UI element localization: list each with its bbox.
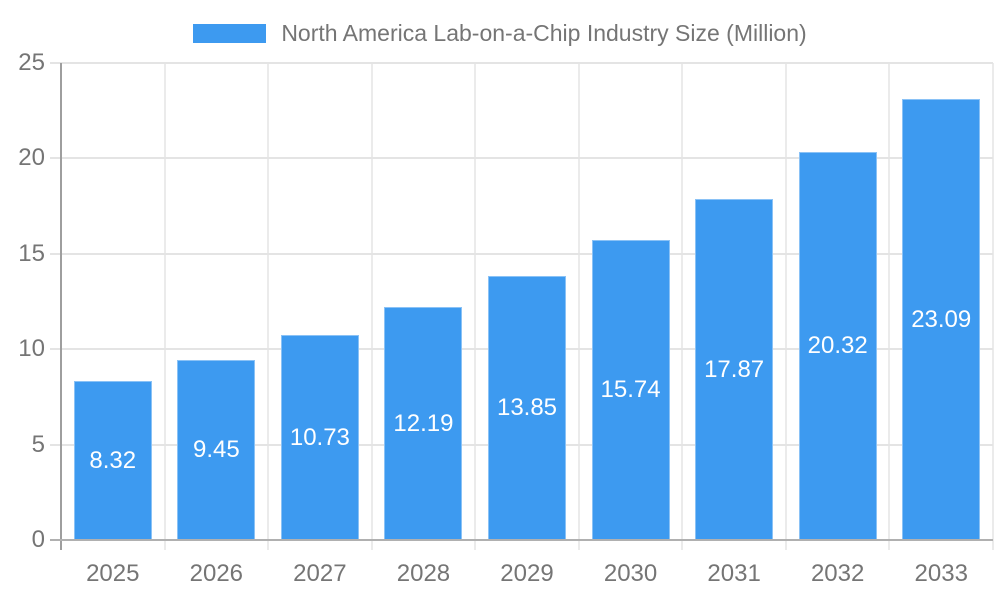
bar-2029[interactable]: 13.85 (488, 275, 566, 540)
bar-value-label: 10.73 (289, 423, 350, 451)
x-axis: 2025 2026 2027 2028 2029 2030 2031 2032 2033 (61, 546, 993, 590)
x-gridline (370, 63, 373, 550)
y-gridline (50, 252, 993, 255)
legend-item[interactable]: North America Lab-on-a-Chip Industry Siz… (193, 19, 807, 47)
x-tick-label: 2033 (914, 560, 968, 587)
y-tick-label: 25 (18, 49, 45, 76)
bar-value-label: 9.45 (192, 435, 240, 463)
y-tick-label: 20 (18, 144, 45, 172)
x-gridline (267, 63, 270, 550)
x-gridline (163, 63, 166, 550)
y-axis: 0 5 10 15 20 25 (0, 50, 45, 553)
x-tick-label: 2030 (603, 560, 658, 587)
bar-value-label: 20.32 (807, 332, 868, 360)
y-gridline (50, 157, 993, 160)
x-gridline (474, 63, 477, 550)
x-gridline (992, 63, 994, 550)
y-tick-label: 0 (31, 526, 45, 553)
x-gridline (888, 63, 891, 550)
plot-area: 8.32 9.45 10.73 12.19 13.85 15.74 17.87 20.32 23… (50, 62, 994, 550)
x-tick-label: 2031 (707, 560, 761, 587)
y-tick-label: 5 (31, 430, 45, 458)
bar-2030[interactable]: 15.74 (591, 239, 670, 540)
x-tick-label: 2032 (810, 560, 865, 587)
x-tick-label: 2027 (293, 560, 347, 587)
bar-value-label: 17.87 (704, 355, 765, 383)
bar-value-label: 23.09 (911, 305, 972, 333)
bar-value-label: 15.74 (600, 375, 661, 403)
bar-value-label: 8.32 (89, 446, 137, 474)
bar-2025[interactable]: 8.32 (73, 381, 152, 540)
x-tick-label: 2025 (86, 560, 140, 587)
y-tick-label: 15 (18, 239, 45, 267)
bar-value-label: 13.85 (496, 393, 558, 421)
bar-2032[interactable]: 20.32 (798, 152, 877, 540)
bar-value-label: 12.19 (393, 409, 454, 437)
bar-2027[interactable]: 10.73 (280, 335, 359, 540)
x-gridline (577, 63, 580, 550)
bar-2026[interactable]: 9.45 (177, 359, 256, 540)
legend: North America Lab-on-a-Chip Industry Siz… (0, 20, 1000, 46)
bar-2031[interactable]: 17.87 (695, 199, 774, 540)
bar-2028[interactable]: 12.19 (384, 307, 463, 540)
y-axis-line (60, 63, 62, 550)
x-tick-label: 2026 (189, 560, 244, 587)
y-tick-label: 10 (18, 335, 45, 363)
bar-2033[interactable]: 23.09 (902, 99, 981, 540)
legend-swatch-icon (193, 23, 267, 43)
x-gridline (681, 63, 684, 550)
y-gridline (50, 62, 993, 64)
x-gridline (784, 63, 787, 550)
x-tick-label: 2029 (500, 560, 554, 587)
x-tick-label: 2028 (396, 560, 451, 587)
legend-label: North America Lab-on-a-Chip Industry Siz… (281, 19, 807, 46)
x-axis-baseline (50, 539, 993, 541)
